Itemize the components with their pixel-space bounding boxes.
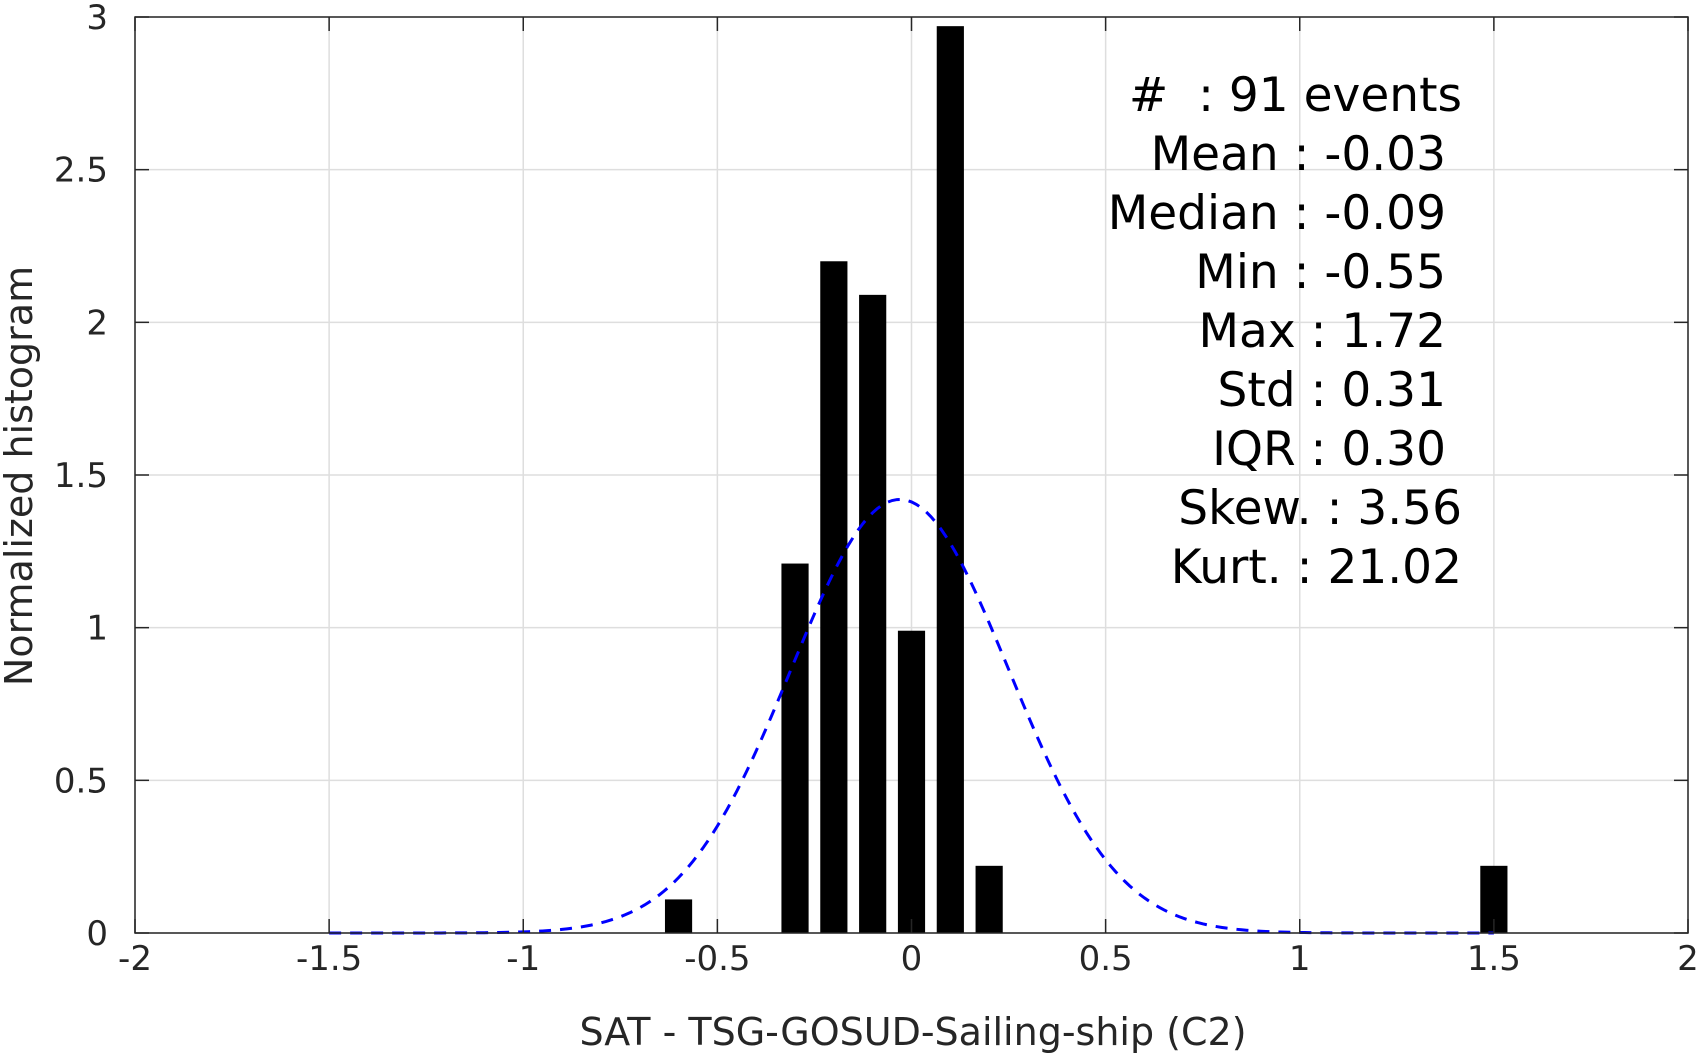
stat-line: Mean : -0.03: [1151, 127, 1446, 182]
stat-line: Std : 0.31: [1218, 363, 1446, 418]
histogram-bar: [781, 563, 809, 933]
histogram-bar: [664, 899, 693, 933]
x-tick-label: -1.5: [296, 939, 362, 979]
x-tick-label: -0.5: [684, 939, 750, 979]
stat-line: Median : -0.09: [1108, 186, 1446, 241]
x-axis-label: SAT - TSG-GOSUD-Sailing-ship (C2): [579, 1010, 1246, 1054]
x-tick-labels: -2 -1.5 -1 -0.5 0 0.5 1 1.5 2: [118, 939, 1699, 979]
stat-line: IQR : 0.30: [1212, 422, 1446, 477]
y-axis-label: Normalized histogram: [0, 266, 41, 686]
stat-line: Kurt. : 21.02: [1171, 540, 1462, 595]
histogram-bar: [975, 865, 1003, 933]
stat-line: # : 91 events: [1129, 68, 1462, 123]
x-tick-label: 1.5: [1467, 939, 1521, 979]
histogram-bar: [897, 630, 926, 933]
x-tick-label: 0.5: [1079, 939, 1133, 979]
y-tick-labels: 0 0.5 1 1.5 2 2.5 3: [54, 0, 108, 954]
x-tick-label: 0: [901, 939, 923, 979]
y-tick-label: 3: [86, 0, 108, 38]
y-tick-label: 1.5: [54, 456, 108, 496]
stat-line: Max : 1.72: [1198, 304, 1446, 359]
histogram-bar: [820, 261, 848, 933]
y-tick-label: 2: [86, 303, 108, 343]
stat-line: Min : -0.55: [1195, 245, 1446, 300]
histogram-bar: [936, 26, 964, 934]
x-tick-label: -1: [506, 939, 540, 979]
x-tick-label: 1: [1289, 939, 1311, 979]
y-tick-label: 0: [86, 914, 108, 954]
y-tick-label: 2.5: [54, 151, 108, 191]
stat-line: Skew. : 3.56: [1178, 481, 1462, 536]
x-tick-label: 2: [1677, 939, 1699, 979]
axes-box: [134, 16, 1689, 934]
y-tick-label: 0.5: [54, 761, 108, 801]
y-tick-label: 1: [86, 609, 108, 649]
histogram-bar: [859, 294, 887, 933]
x-tick-label: -2: [118, 939, 152, 979]
